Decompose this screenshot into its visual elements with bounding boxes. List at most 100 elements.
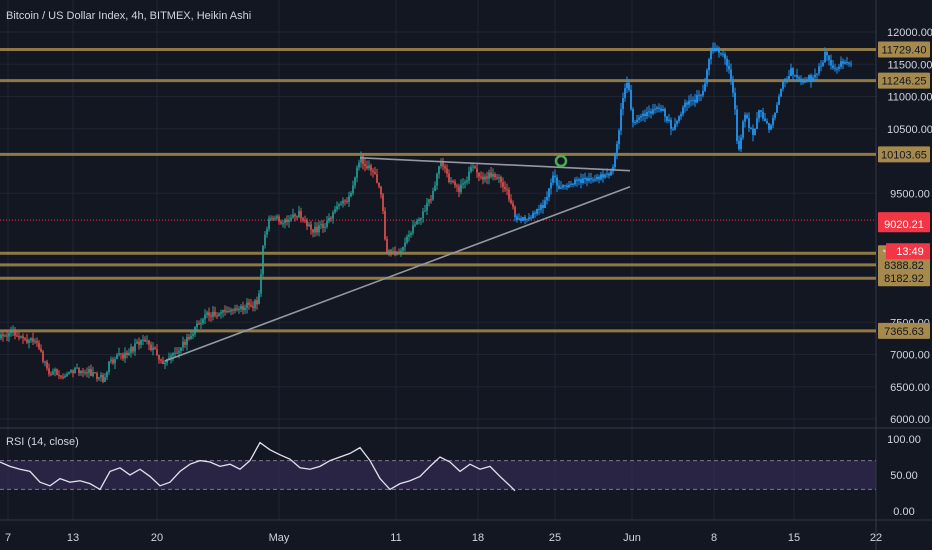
candle-body: [272, 218, 274, 220]
candle-body: [406, 236, 408, 243]
projection-body: [738, 140, 740, 150]
candle-body: [216, 315, 218, 317]
candle-body: [382, 194, 384, 212]
projection-body: [788, 76, 790, 79]
candle-body: [322, 224, 324, 228]
projection-body: [842, 61, 844, 64]
candle-body: [258, 293, 260, 305]
candle-body: [386, 239, 388, 253]
projection-body: [674, 124, 676, 130]
projection-body: [846, 62, 848, 64]
candle-body: [138, 341, 140, 345]
candle-body: [134, 343, 136, 352]
projection-body: [594, 179, 596, 181]
candle-body: [24, 338, 26, 340]
projection-body: [602, 174, 604, 178]
projection-body: [848, 62, 850, 64]
candle-body: [302, 218, 304, 220]
projection-body: [838, 66, 840, 69]
projection-body: [598, 176, 600, 180]
chart-title: Bitcoin / US Dollar Index, 4h, BITMEX, H…: [6, 10, 252, 22]
projection-body: [604, 174, 606, 178]
candle-body: [472, 166, 474, 168]
candle-body: [64, 375, 66, 378]
projection-body: [560, 187, 562, 189]
candle-body: [90, 368, 92, 376]
candle-body: [298, 211, 300, 217]
candle-body: [374, 172, 376, 175]
candle-body: [276, 216, 278, 219]
projection-body: [638, 117, 640, 120]
candle-body: [366, 166, 368, 169]
candle-body: [498, 177, 500, 179]
candle-body: [506, 189, 508, 191]
projection-body: [600, 174, 602, 180]
candle-body: [442, 162, 444, 167]
price-axis-label: 6500.00: [890, 382, 930, 394]
candle-body: [82, 370, 84, 373]
projection-body: [544, 200, 546, 209]
candle-body: [52, 371, 54, 375]
candle-body: [448, 173, 450, 182]
candle-body: [456, 185, 458, 187]
projection-body: [686, 102, 688, 105]
candle-body: [98, 377, 100, 379]
candle-body: [416, 220, 418, 225]
candle-body: [18, 336, 20, 338]
projection-body: [584, 178, 586, 180]
projection-body: [716, 47, 718, 52]
projection-body: [548, 188, 550, 198]
projection-body: [766, 121, 768, 124]
price-axis-label: 12000.00: [887, 27, 932, 39]
candle-body: [378, 182, 380, 187]
projection-body: [822, 62, 824, 66]
projection-body: [734, 92, 736, 110]
time-axis-label: 20: [151, 532, 163, 544]
candle-body: [206, 312, 208, 315]
candle-body: [100, 374, 102, 378]
candle-body: [96, 373, 98, 379]
projection-body: [586, 178, 588, 181]
projection-body: [652, 109, 654, 114]
projection-body: [648, 111, 650, 113]
candle-body: [418, 219, 420, 221]
projection-body: [632, 109, 634, 123]
candle-body: [398, 251, 400, 253]
candle-body: [86, 372, 88, 374]
projection-body: [634, 121, 636, 123]
projection-body: [832, 65, 834, 68]
candle-body: [16, 335, 18, 337]
candle-body: [496, 177, 498, 179]
candle-body: [394, 251, 396, 253]
projection-body: [610, 171, 612, 176]
candle-body: [424, 210, 426, 212]
candle-body: [238, 309, 240, 311]
projection-body: [520, 218, 522, 221]
candle-body: [440, 162, 442, 167]
projection-body: [572, 183, 574, 185]
projection-body: [812, 77, 814, 82]
projection-body: [764, 118, 766, 122]
candle-body: [102, 374, 104, 382]
candle-body: [20, 336, 22, 338]
close-price-tag: 9020.21: [884, 219, 924, 231]
candle-body: [372, 170, 374, 173]
candle-body: [268, 218, 270, 230]
candle-body: [336, 206, 338, 210]
price-axis-label: 9500.00: [890, 188, 930, 200]
projection-body: [562, 185, 564, 188]
candle-body: [358, 162, 360, 168]
projection-body: [658, 107, 660, 109]
candle-body: [326, 221, 328, 227]
candle-body: [232, 309, 234, 311]
projection-body: [720, 52, 722, 54]
projection-body: [678, 116, 680, 122]
projection-body: [752, 128, 754, 135]
candle-body: [264, 234, 266, 246]
candle-body: [340, 203, 342, 205]
candle-body: [46, 361, 48, 369]
projection-body: [828, 55, 830, 61]
time-axis-label: 11: [390, 532, 401, 544]
projection-body: [748, 118, 750, 128]
